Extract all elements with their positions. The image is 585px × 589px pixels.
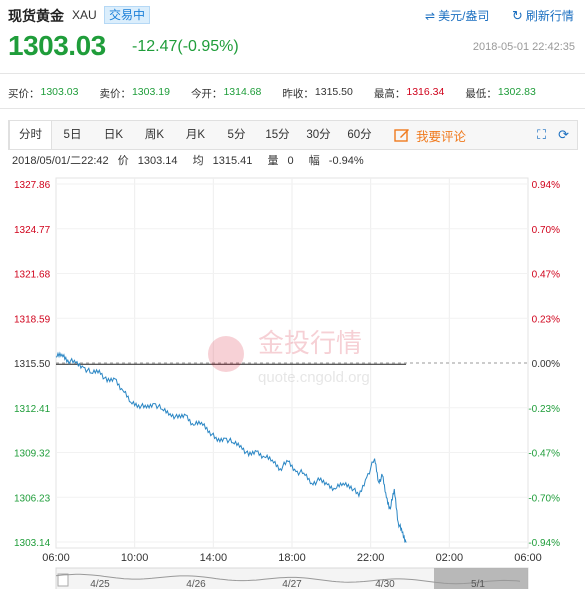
y-tick-label: 1321.68 xyxy=(14,270,51,281)
quote-item: 卖价： 1303.19 xyxy=(99,86,169,101)
tab-4[interactable]: 月K xyxy=(185,129,206,141)
tab-0[interactable]: 分时 xyxy=(9,121,52,149)
pct-tick-label: 0.23% xyxy=(532,314,560,325)
quote-label: 昨收： xyxy=(282,88,314,100)
quote-label: 买价： xyxy=(8,88,40,100)
pct-tick-label: -0.47% xyxy=(528,449,560,460)
navigator-date-label: 4/25 xyxy=(90,579,110,589)
navigator-date-label: 5/1 xyxy=(471,579,485,589)
watermark-logo-icon xyxy=(208,336,244,372)
y-tick-label: 1324.77 xyxy=(14,225,51,236)
instrument-code: XAU xyxy=(72,8,97,22)
x-tick-label: 06:00 xyxy=(42,552,70,564)
quote-item: 买价： 1303.03 xyxy=(8,86,78,101)
status-badge: 交易中 xyxy=(104,6,151,24)
pct-tick-label: 0.94% xyxy=(532,180,560,191)
quote-item: 最低： 1302.83 xyxy=(465,86,535,101)
info-price-label: 价 xyxy=(117,155,129,167)
unit-toggle-link[interactable]: ⇌ 美元/盎司 xyxy=(425,7,489,24)
fullscreen-icon[interactable]: ⛶ xyxy=(536,127,547,142)
tab-3[interactable]: 周K xyxy=(144,129,165,141)
info-datetime: 2018/05/01/二22:42 xyxy=(12,155,109,167)
quote-timestamp: 2018-05-01 22:42:35 xyxy=(472,41,575,53)
divider xyxy=(0,108,585,109)
quote-stats: 买价： 1303.03 卖价： 1303.19 今开： 1314.68 昨收： 1315.50… xyxy=(8,86,578,101)
y-tick-label: 1312.41 xyxy=(14,404,51,415)
tab-6[interactable]: 15分 xyxy=(265,129,290,141)
crosshair-info: 2018/05/01/二22:42 价 1303.14 均 1315.41 量 … xyxy=(12,152,376,168)
navigator-handle-left xyxy=(57,573,69,587)
pct-tick-label: -0.94% xyxy=(528,538,560,549)
period-tabs: 分时 5日 日K 周K 月K 5分 15分 30分 60分 我要评论 ⛶ ⟳ xyxy=(8,120,578,150)
x-tick-label: 02:00 xyxy=(436,552,464,564)
quote-value: 1302.83 xyxy=(497,86,536,98)
divider xyxy=(0,73,585,74)
quote-value: 1315.50 xyxy=(314,86,353,98)
navigator-date-label: 4/26 xyxy=(186,579,206,589)
y-tick-label: 1309.32 xyxy=(14,449,51,460)
unit-label: 美元/盎司 xyxy=(438,9,490,23)
x-tick-label: 22:00 xyxy=(357,552,385,564)
y-tick-label: 1318.59 xyxy=(14,314,51,325)
quote-item: 最高： 1316.34 xyxy=(374,86,444,101)
price-chart[interactable]: 06:00 10:00 14:00 18:00 22:00 02:00 06:00 1327.… xyxy=(0,170,585,589)
tab-5[interactable]: 5分 xyxy=(227,129,246,141)
y-tick-label: 1306.23 xyxy=(14,493,51,504)
refresh-icon: ↻ xyxy=(512,7,523,23)
watermark: 金投行情 quote.cngold.org xyxy=(208,329,370,386)
tab-8[interactable]: 60分 xyxy=(347,129,372,141)
x-tick-label: 18:00 xyxy=(278,552,306,564)
comment-label: 我要评论 xyxy=(416,129,467,144)
y-tick-label: 1327.86 xyxy=(14,180,51,191)
info-amp-label: 幅 xyxy=(308,155,320,167)
comment-button[interactable]: 我要评论 xyxy=(394,126,466,145)
tab-7[interactable]: 30分 xyxy=(306,129,331,141)
x-tick-label: 14:00 xyxy=(200,552,228,564)
info-amp: -0.94% xyxy=(328,155,364,167)
quote-label: 卖价： xyxy=(99,88,131,100)
pct-tick-label: 0.70% xyxy=(532,225,560,236)
quote-value: 1303.03 xyxy=(40,86,79,98)
info-vol: 0 xyxy=(287,155,294,167)
quote-label: 最高： xyxy=(373,88,406,100)
x-tick-label: 06:00 xyxy=(514,552,542,564)
quote-label: 今开： xyxy=(190,88,223,100)
pct-tick-label: -0.70% xyxy=(528,493,560,504)
price-change: -12.47(-0.95%) xyxy=(132,38,239,55)
info-avg: 1315.41 xyxy=(212,155,253,167)
quote-value: 1316.34 xyxy=(406,86,445,98)
pct-tick-label: 0.00% xyxy=(532,359,560,370)
refresh-link[interactable]: ↻ 刷新行情 xyxy=(512,7,574,24)
quote-label: 最低： xyxy=(465,88,497,100)
refresh-label: 刷新行情 xyxy=(525,9,574,23)
info-vol-label: 量 xyxy=(267,155,279,167)
navigator-series xyxy=(55,573,521,585)
quote-item: 昨收： 1315.50 xyxy=(282,86,352,101)
navigator-date-label: 4/30 xyxy=(375,579,395,589)
settings-icon[interactable]: ⟳ xyxy=(558,127,569,142)
quote-item: 今开： 1314.68 xyxy=(191,86,261,101)
quote-value: 1314.68 xyxy=(223,86,262,98)
quote-value: 1303.19 xyxy=(131,86,170,98)
last-price: 1303.03 xyxy=(8,30,106,61)
x-tick-label: 10:00 xyxy=(121,552,149,564)
watermark-brand: 金投行情 xyxy=(258,329,362,359)
pct-tick-label: -0.23% xyxy=(528,404,560,415)
pct-tick-label: 0.47% xyxy=(532,270,560,281)
swap-icon: ⇌ xyxy=(425,8,436,23)
info-avg-label: 均 xyxy=(192,155,204,167)
price-series-line xyxy=(55,351,407,544)
watermark-url: quote.cngold.org xyxy=(258,369,370,386)
y-tick-label: 1315.50 xyxy=(14,359,51,370)
instrument-name: 现货黄金 xyxy=(8,8,64,24)
info-price: 1303.14 xyxy=(137,155,178,167)
navigator-date-label: 4/27 xyxy=(282,579,302,589)
tab-1[interactable]: 5日 xyxy=(63,129,82,141)
edit-icon xyxy=(394,129,409,142)
tab-2[interactable]: 日K xyxy=(103,129,124,141)
y-tick-label: 1303.14 xyxy=(14,538,51,549)
